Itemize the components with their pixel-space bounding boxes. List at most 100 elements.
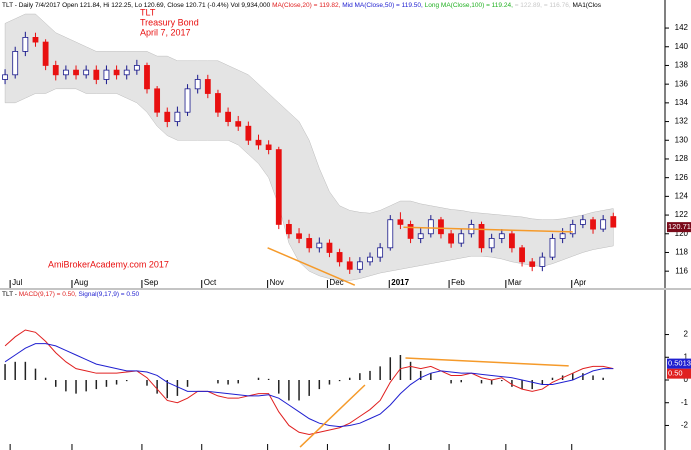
candle-body [448, 233, 455, 244]
y-tick-label: 130 [675, 135, 689, 144]
x-tick-label: Oct [204, 278, 217, 287]
candle-body [103, 69, 110, 80]
y-tick-label: 138 [675, 61, 689, 70]
candle-body [174, 111, 181, 122]
candle-body [346, 261, 353, 270]
candle-body [275, 149, 282, 225]
candle-body [194, 79, 201, 90]
y-tick-label: 136 [675, 79, 689, 88]
candle-body [32, 37, 39, 43]
y-tick-label: 126 [675, 173, 689, 182]
candle-body [265, 144, 272, 151]
y-tick-label: 2 [684, 330, 689, 339]
candle-body [184, 88, 191, 113]
y-tick-label: 116 [675, 266, 688, 275]
trend-line [403, 226, 573, 233]
header-text: TLT - Daily 7/4/2017 Open 121.84, Hi 122… [2, 2, 602, 9]
x-tick-label: Dec [329, 278, 343, 287]
candle-body [12, 51, 19, 76]
y-tick-label: 1 [684, 352, 689, 361]
candle-body [316, 242, 323, 249]
y-tick-label: -1 [681, 398, 689, 407]
x-tick-label: Feb [451, 278, 465, 287]
macd-title-part: Signal(9,17,9) = 0.50 [79, 291, 140, 298]
candle-body [296, 233, 302, 239]
y-tick-label: 132 [675, 117, 689, 126]
y-tick-label: 0 [684, 375, 689, 384]
candle-body [164, 111, 171, 122]
last-value-label: 0.50132 [668, 359, 691, 368]
y-tick-label: 122 [675, 210, 689, 219]
watermark: AmiBrokerAcademy.com 2017 [48, 259, 169, 269]
macd-line [4, 343, 614, 428]
y-tick-label: 142 [675, 23, 689, 32]
header-part: Mid MA(Close,50) = 119.50, [342, 2, 424, 9]
candle-body [123, 69, 130, 76]
candle-body [478, 224, 485, 249]
last-value-box [667, 368, 691, 379]
candle-body [417, 233, 424, 239]
x-tick-label: Apr [574, 278, 587, 287]
candle-body [458, 233, 465, 244]
candle-body [397, 219, 404, 225]
macd-line [4, 329, 614, 436]
header-part: MA1(Clos [572, 2, 601, 9]
candle-body [42, 41, 49, 66]
candle-body [539, 256, 546, 267]
x-tick-label: Nov [270, 278, 284, 287]
candle-body [600, 219, 607, 230]
candle-body [133, 65, 140, 71]
note: TLT [140, 7, 156, 17]
candle-body [326, 242, 333, 253]
candle-body [204, 79, 211, 94]
candle-body [569, 224, 576, 235]
bollinger-band [4, 13, 614, 281]
candle-body [590, 219, 596, 230]
last-value-box [667, 358, 691, 369]
y-tick-label: 120 [675, 229, 689, 238]
y-tick-label: 128 [675, 154, 689, 163]
candle-body [579, 219, 586, 225]
candle-body [387, 219, 394, 249]
candle-body [306, 238, 313, 249]
candle-body [113, 69, 120, 76]
candle-body [559, 233, 566, 239]
y-tick-label: 134 [675, 98, 689, 107]
header-part: MA(Close,20) = 119.82, [272, 2, 342, 9]
candle-body [336, 252, 343, 263]
candle-body [407, 224, 414, 239]
x-tick-label: Mar [508, 278, 522, 287]
candle-body [356, 261, 363, 270]
candle-body [610, 216, 617, 228]
candle-body [255, 139, 262, 146]
macd-title-part: TLT - [2, 291, 19, 298]
candle-body [22, 37, 29, 52]
macd-title: TLT - MACD(9,17) = 0.50, Signal(9,17,9) … [2, 291, 139, 298]
trend-line [405, 357, 569, 367]
candle-body [62, 69, 69, 76]
header-part: = 116.76, [544, 2, 573, 9]
candle-body [286, 224, 292, 235]
macd-title-part: MACD(9,17) = 0.50, [19, 291, 79, 298]
candle-body [438, 219, 444, 235]
candle-body [498, 233, 505, 239]
candle-body [488, 238, 495, 249]
x-tick-label: Aug [74, 278, 88, 287]
candle-body [154, 88, 161, 113]
y-tick-label: -2 [681, 421, 689, 430]
candle-body [377, 247, 384, 258]
candle-body [367, 256, 373, 263]
candle-body [52, 65, 59, 76]
last-value-label: 0.50 [668, 369, 683, 378]
candle-body [144, 65, 150, 90]
candle-body [73, 69, 79, 76]
trend-line [299, 384, 366, 448]
candle-body [427, 219, 434, 235]
candle-body [519, 247, 525, 263]
candle-body [93, 69, 100, 80]
candle-body [549, 238, 556, 258]
x-tick-label: 2017 [391, 278, 409, 287]
candle-body [225, 111, 231, 122]
last-price-box [667, 222, 691, 233]
